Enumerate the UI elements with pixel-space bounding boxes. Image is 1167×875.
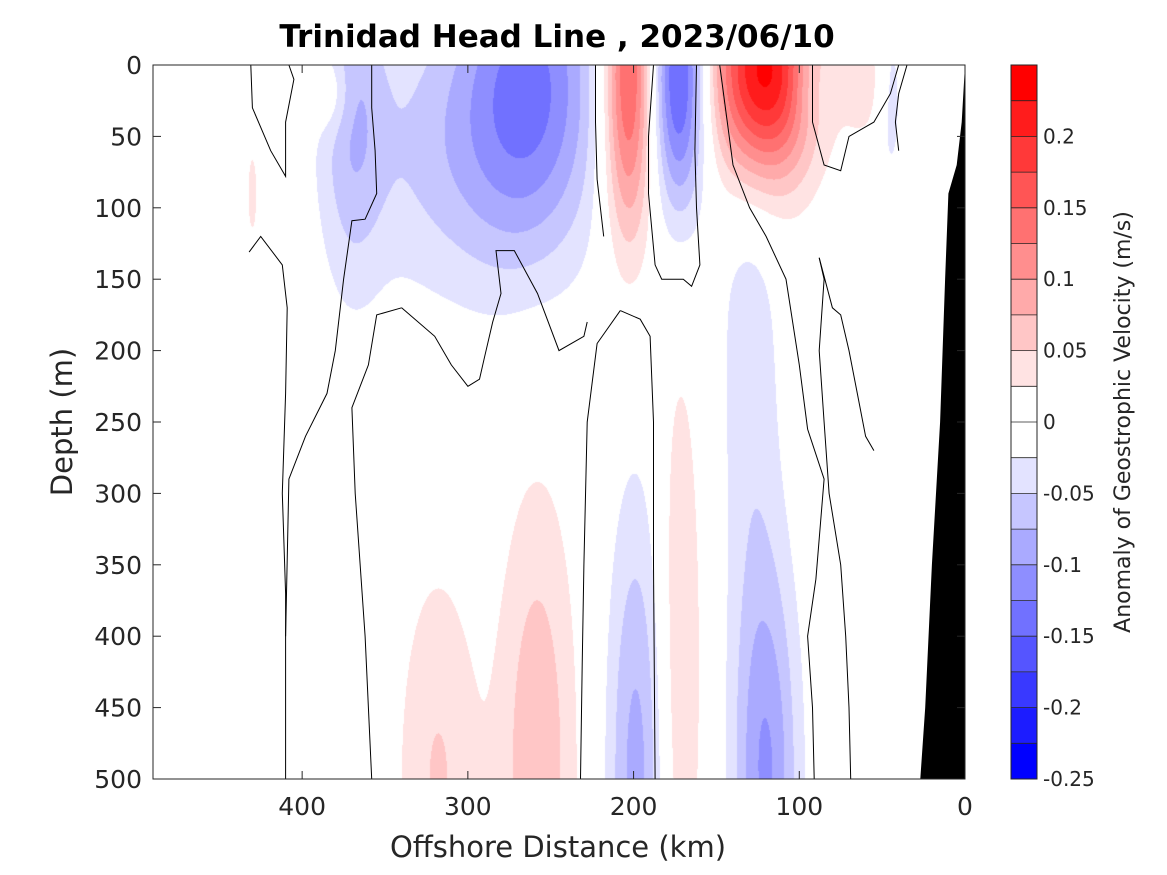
colorbar-swatch <box>1011 65 1037 102</box>
colorbar-swatch <box>1011 386 1037 423</box>
y-tick-label: 250 <box>94 408 142 437</box>
colorbar-swatch <box>1011 314 1037 352</box>
colorbar-swatch <box>1011 600 1037 637</box>
y-tick-label: 300 <box>94 479 142 508</box>
colorbar-frame <box>1010 64 1038 780</box>
colorbar-swatch <box>1011 671 1037 709</box>
colorbar-swatch <box>1011 743 1037 780</box>
colorbar-swatch <box>1011 529 1037 566</box>
zero-contour-c10 <box>719 64 825 780</box>
colorbar-swatch <box>1011 636 1037 673</box>
colorbar-tick-label: -0.25 <box>1043 767 1095 791</box>
colorbar-swatch <box>1011 136 1037 173</box>
colorbar-swatch <box>1011 100 1037 137</box>
x-tick-label: 200 <box>610 792 658 821</box>
colorbar-tick-label: 0.2 <box>1043 124 1075 148</box>
colorbar-swatch <box>1011 457 1037 494</box>
x-axis-label: Offshore Distance (km) <box>390 830 726 864</box>
y-tick-label: 150 <box>94 265 142 294</box>
colorbar-ticks: -0.25 -0.2 -0.15 -0.1 -0.05 0 0.05 0.1 0.15 0.2 <box>1043 124 1095 791</box>
zero-contour-c4 <box>351 307 402 780</box>
zero-contour-c2 <box>248 235 288 779</box>
x-tick-label: 100 <box>775 792 823 821</box>
chart-title: Trinidad Head Line , 2023/06/10 <box>279 19 834 55</box>
colorbar-tick-label: 0.05 <box>1043 339 1088 363</box>
zero-contour-c3 <box>285 65 378 637</box>
zero-contour-c14 <box>894 64 908 151</box>
y-tick-label: 0 <box>126 51 142 80</box>
colorbar-swatch <box>1011 243 1037 280</box>
colorbar-swatch <box>1011 422 1037 459</box>
zero-contour-c5 <box>401 250 588 387</box>
zero-contour-c8 <box>648 64 701 288</box>
zero-contour-c7 <box>620 310 656 780</box>
colorbar-tick-label: 0.1 <box>1043 267 1075 291</box>
colorbar: -0.25 -0.2 -0.15 -0.1 -0.05 0 0.05 0.1 0.15 0.2 A… <box>1010 64 1136 791</box>
y-axis-label: Depth (m) <box>45 348 79 496</box>
colorbar-tick-label: 0 <box>1043 410 1056 434</box>
colorbar-tick-label: -0.05 <box>1043 481 1095 505</box>
x-tick-label: 400 <box>278 792 326 821</box>
y-tick-label: 200 <box>94 337 142 366</box>
colorbar-swatch <box>1011 207 1037 244</box>
zero-contour-c13 <box>818 257 875 451</box>
zero-contour-c9 <box>595 65 605 237</box>
y-axis-ticks: 0 50 100 150 200 250 300 350 400 450 500 <box>94 51 965 794</box>
colorbar-tick-label: -0.1 <box>1043 553 1082 577</box>
seafloor-bathymetry <box>920 65 965 779</box>
colorbar-tick-label: -0.2 <box>1043 696 1082 720</box>
colorbar-tick-label: 0.15 <box>1043 196 1088 220</box>
velocity-anomaly-field <box>153 65 965 779</box>
colorbar-swatch <box>1011 493 1037 530</box>
y-tick-label: 100 <box>94 194 142 223</box>
colorbar-label: Anomaly of Geostrophic Velocity (m/s) <box>1111 211 1136 633</box>
y-tick-label: 350 <box>94 551 142 580</box>
colorbar-tick-label: -0.15 <box>1043 624 1095 648</box>
x-tick-label: 300 <box>444 792 492 821</box>
zero-contour-c1 <box>250 64 295 179</box>
zero-contours <box>248 64 908 780</box>
plot-area: 400 300 200 100 0 0 50 100 150 200 250 300 350 400 45… <box>94 51 973 821</box>
zero-contour-c12 <box>818 257 852 780</box>
colorbar-swatch <box>1011 564 1037 601</box>
zero-contour-c6 <box>580 310 621 780</box>
colorbar-swatches <box>1011 65 1037 780</box>
colorbar-swatch <box>1011 350 1037 387</box>
colorbar-swatch <box>1011 279 1037 316</box>
colorbar-swatch <box>1011 172 1037 209</box>
zero-contour-c11 <box>812 64 900 172</box>
y-tick-label: 500 <box>94 765 142 794</box>
y-tick-label: 50 <box>110 122 142 151</box>
x-axis-ticks: 400 300 200 100 0 <box>278 65 973 821</box>
x-tick-label: 0 <box>957 792 973 821</box>
y-tick-label: 400 <box>94 622 142 651</box>
y-tick-label: 450 <box>94 694 142 723</box>
colorbar-swatch <box>1011 707 1037 744</box>
